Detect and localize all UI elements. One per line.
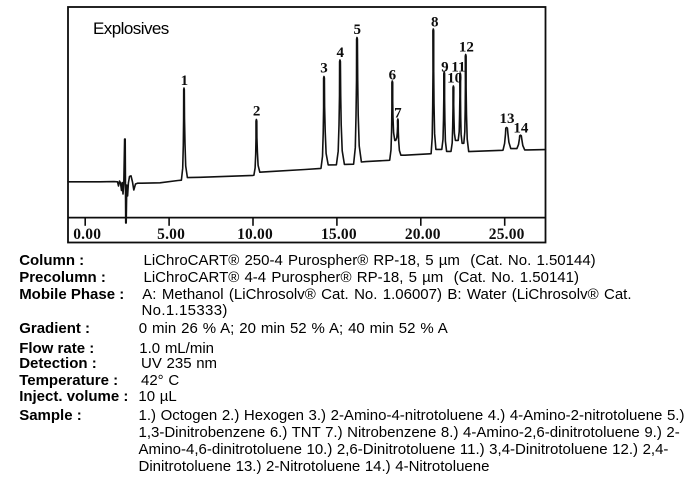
svg-text:5: 5 [354, 22, 362, 38]
svg-text:10.00: 10.00 [237, 226, 273, 243]
svg-text:9: 9 [441, 59, 449, 75]
svg-text:2: 2 [253, 104, 261, 120]
svg-text:11: 11 [451, 59, 465, 75]
svg-text:4: 4 [337, 45, 345, 61]
svg-text:10: 10 [447, 71, 462, 87]
svg-text:0.00: 0.00 [73, 226, 101, 243]
svg-text:20.00: 20.00 [405, 226, 441, 243]
svg-text:25.00: 25.00 [489, 226, 525, 243]
svg-text:7: 7 [394, 105, 402, 121]
svg-text:8: 8 [431, 15, 439, 31]
svg-text:12: 12 [459, 39, 474, 55]
svg-text:14: 14 [513, 120, 529, 136]
svg-text:13: 13 [500, 111, 515, 127]
svg-text:6: 6 [389, 67, 397, 83]
svg-text:5.00: 5.00 [157, 226, 185, 243]
svg-text:1: 1 [181, 73, 189, 89]
svg-text:15.00: 15.00 [321, 226, 357, 243]
svg-text:3: 3 [320, 61, 328, 77]
